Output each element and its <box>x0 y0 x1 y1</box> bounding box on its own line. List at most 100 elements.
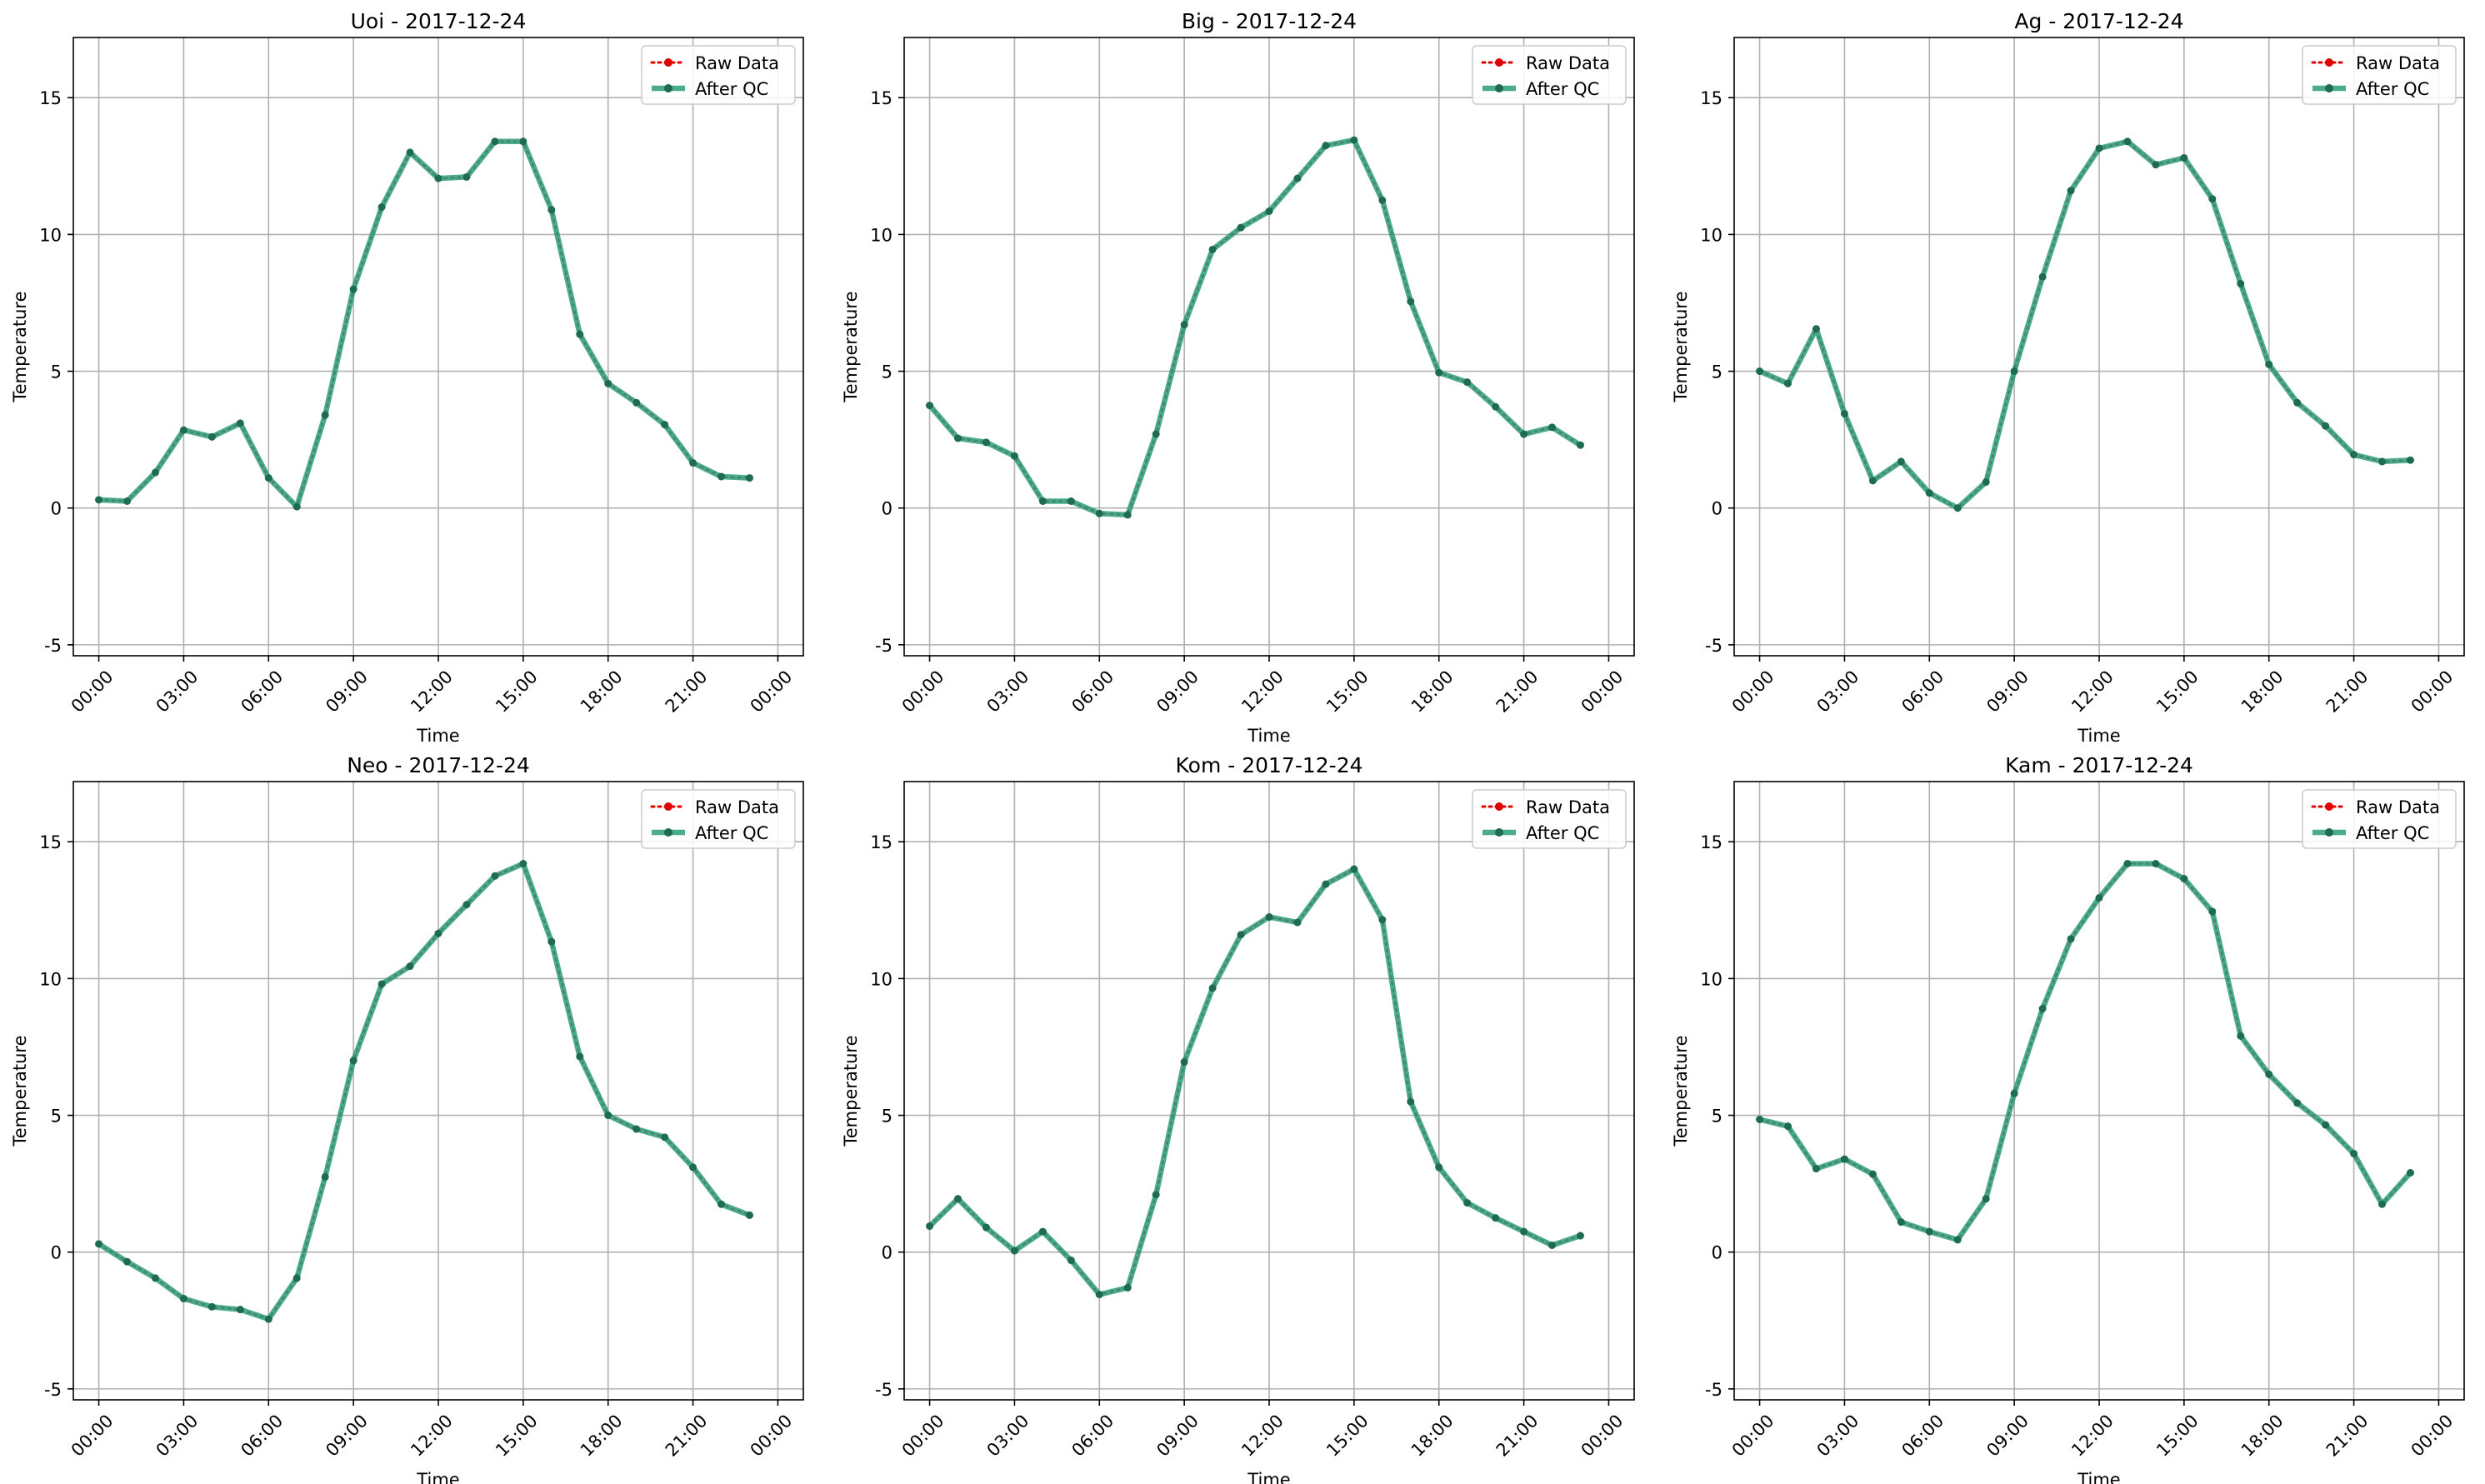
x-tick-label: 00:00 <box>898 1411 948 1461</box>
after-qc-point <box>1152 1191 1160 1199</box>
x-tick-label: 00:00 <box>747 1411 797 1461</box>
x-tick-label: 00:00 <box>1578 667 1628 717</box>
after-qc-point <box>954 1195 962 1203</box>
after-qc-point <box>1038 1227 1047 1236</box>
after-qc-point <box>1265 913 1273 922</box>
after-qc-point <box>151 468 159 477</box>
after-qc-point <box>1982 1195 1990 1203</box>
x-tick-label: 00:00 <box>747 667 797 717</box>
after-qc-point <box>982 438 990 447</box>
after-qc-point <box>292 1274 301 1282</box>
y-tick-label: 10 <box>1700 969 1722 989</box>
after-qc-point <box>1067 497 1075 505</box>
legend-raw-label: Raw Data <box>1526 797 1610 817</box>
y-axis-label: Temperature <box>10 291 30 402</box>
after-qc-point <box>1237 223 1245 232</box>
x-tick-label: 09:00 <box>1982 667 2032 717</box>
after-qc-point <box>1756 367 1764 376</box>
after-qc-point <box>548 937 556 946</box>
after-qc-point <box>1095 1291 1103 1299</box>
x-tick-label: 18:00 <box>1408 1411 1458 1461</box>
after-qc-point <box>1038 497 1047 505</box>
after-qc-point <box>349 285 358 293</box>
subplot-3: Ag - 2017-12-24 -5 0 5 10 15 00:00 03:00 06:00 09… <box>1671 9 2465 746</box>
after-qc-point <box>1435 368 1443 377</box>
x-tick-label: 15:00 <box>1322 667 1372 717</box>
after-qc-point <box>1180 1058 1188 1067</box>
after-qc-point <box>2350 451 2358 459</box>
after-qc-point <box>1350 865 1358 873</box>
after-qc-point <box>1208 984 1217 992</box>
x-tick-label: 15:00 <box>2152 667 2202 717</box>
after-qc-point <box>179 1295 188 1303</box>
subplot-title: Kam - 2017-12-24 <box>2005 753 2193 777</box>
after-qc-point <box>1840 409 1848 417</box>
after-qc-point <box>2038 1005 2047 1013</box>
after-qc-point <box>264 474 272 482</box>
x-tick-label: 21:00 <box>1492 667 1542 717</box>
after-qc-point <box>1576 441 1584 449</box>
y-tick-label: 0 <box>882 499 892 519</box>
after-qc-point <box>576 330 584 338</box>
after-qc-point <box>462 901 471 909</box>
subplot-title: Uoi - 2017-12-24 <box>351 9 527 33</box>
x-tick-label: 18:00 <box>577 667 627 717</box>
subplot-title: Ag - 2017-12-24 <box>2014 9 2183 33</box>
after-qc-point <box>95 496 103 504</box>
after-qc-point <box>378 203 386 212</box>
after-qc-point <box>604 379 612 387</box>
after-qc-point <box>2038 272 2047 281</box>
after-qc-point <box>661 421 669 429</box>
x-tick-label: 00:00 <box>898 667 948 717</box>
y-tick-label: 15 <box>39 88 62 108</box>
after-qc-point <box>954 434 962 442</box>
x-tick-label: 09:00 <box>322 1411 372 1461</box>
after-qc-point <box>1548 1242 1557 1249</box>
after-qc-point <box>718 472 726 481</box>
after-qc-point <box>2067 935 2075 943</box>
x-tick-label: 06:00 <box>1898 1411 1948 1461</box>
x-tick-label: 21:00 <box>2322 1411 2372 1461</box>
legend-raw-label: Raw Data <box>695 53 779 73</box>
subplot-2: Big - 2017-12-24 -5 0 5 10 15 00:00 03:00 06:00 0… <box>841 9 1635 746</box>
after-qc-point <box>1350 136 1358 144</box>
after-qc-line <box>1757 138 2413 511</box>
y-tick-label: -5 <box>44 636 62 656</box>
x-tick-label: 21:00 <box>1492 1411 1542 1461</box>
after-qc-point <box>718 1200 726 1208</box>
after-qc-point <box>1095 509 1103 517</box>
x-tick-label: 09:00 <box>1982 1411 2032 1461</box>
legend-qc-label: After QC <box>1526 823 1599 843</box>
x-tick-label: 09:00 <box>1152 667 1202 717</box>
x-axis-label: Time <box>416 1470 459 1484</box>
x-axis-label: Time <box>1247 726 1290 746</box>
after-qc-point <box>1982 478 1990 487</box>
raw-data-line <box>1758 140 2412 510</box>
legend-qc-marker <box>2325 84 2333 92</box>
after-qc-point <box>2152 859 2160 867</box>
after-qc-point <box>2180 153 2188 162</box>
raw-data-line <box>98 140 751 509</box>
after-qc-point <box>1925 1227 1933 1236</box>
after-qc-point <box>2322 1121 2330 1129</box>
y-tick-label: 10 <box>870 225 892 245</box>
x-tick-label: 21:00 <box>662 667 712 717</box>
after-qc-point <box>1520 430 1528 438</box>
x-tick-label: 00:00 <box>68 1411 118 1461</box>
after-qc-point <box>321 411 329 419</box>
after-qc-point <box>2010 1089 2018 1097</box>
after-qc-point <box>321 1172 329 1181</box>
after-qc-point <box>2378 1200 2387 1208</box>
y-axis-label: Temperature <box>10 1035 30 1147</box>
after-qc-point <box>236 1306 244 1314</box>
y-tick-label: 5 <box>882 1107 892 1127</box>
legend-qc-marker <box>1495 828 1503 837</box>
legend-raw-label: Raw Data <box>2356 53 2440 73</box>
after-qc-point <box>926 402 934 410</box>
subplot-6: Kam - 2017-12-24 -5 0 5 10 15 00:00 03:00 06:00 0… <box>1671 753 2465 1484</box>
legend-raw-label: Raw Data <box>1526 53 1610 73</box>
x-tick-label: 21:00 <box>2322 667 2372 717</box>
legend-qc-marker <box>1495 84 1503 92</box>
after-qc-point <box>179 426 188 434</box>
